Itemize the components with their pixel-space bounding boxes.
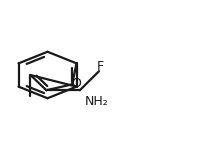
Text: F: F: [97, 60, 104, 73]
Text: O: O: [71, 77, 81, 90]
Text: NH₂: NH₂: [85, 95, 109, 108]
